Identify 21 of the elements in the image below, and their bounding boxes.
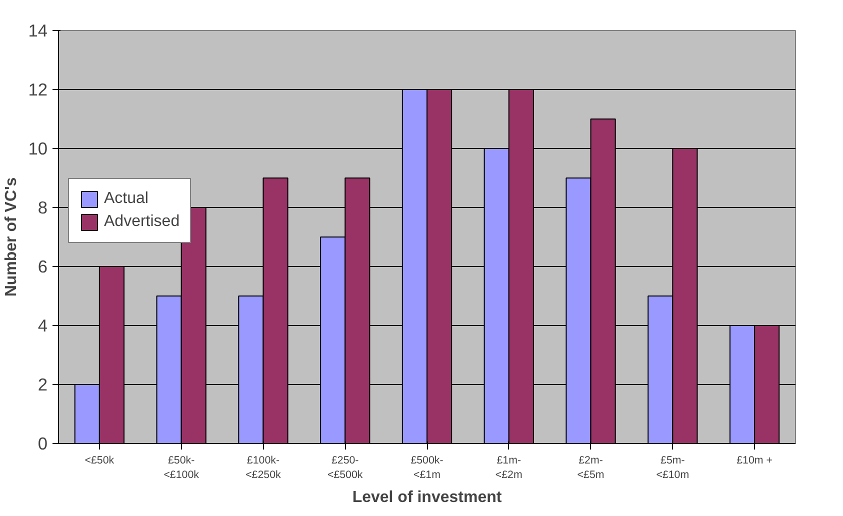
y-tick-label: 0 bbox=[38, 434, 48, 454]
legend-label: Actual bbox=[104, 190, 148, 208]
y-tick-label: 2 bbox=[38, 374, 48, 394]
y-tick-label: 6 bbox=[38, 256, 48, 276]
y-tick-label: 14 bbox=[28, 20, 48, 40]
x-tick-label: £250-<£500k bbox=[327, 454, 364, 481]
y-axis-title: Number of VC's bbox=[3, 177, 20, 297]
y-tick-label: 10 bbox=[28, 138, 48, 158]
y-tick-label: 12 bbox=[28, 80, 48, 100]
x-tick-label: £5m-<£10m bbox=[656, 454, 690, 481]
legend-label: Advertised bbox=[104, 213, 180, 231]
x-tick-label: £2m-<£5m bbox=[577, 454, 604, 481]
x-tick-label: £50k-<£100k bbox=[164, 454, 200, 481]
x-axis-title: Level of investment bbox=[352, 488, 502, 506]
x-tick-label: <£50k bbox=[84, 454, 115, 466]
x-tick-label: £1m-<£2m bbox=[495, 454, 522, 481]
x-tick-label: £500k-<£1m bbox=[410, 454, 444, 481]
x-tick-label: £10m + bbox=[736, 454, 772, 466]
y-tick-label: 8 bbox=[38, 198, 48, 218]
y-tick-label: 4 bbox=[38, 316, 48, 336]
x-tick-label: £100k-<£250k bbox=[246, 454, 282, 481]
